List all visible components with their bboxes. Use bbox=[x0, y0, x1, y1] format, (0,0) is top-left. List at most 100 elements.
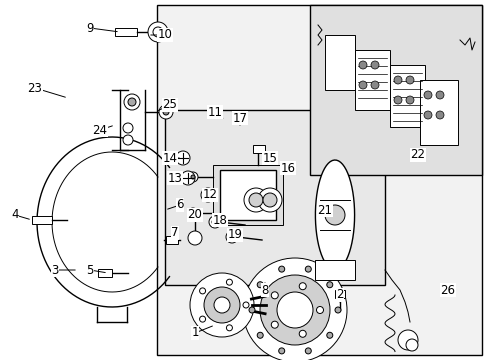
Text: 17: 17 bbox=[232, 112, 247, 125]
Bar bbox=[389, 65, 424, 127]
Text: 8: 8 bbox=[261, 284, 268, 297]
Circle shape bbox=[212, 219, 218, 225]
Text: 15: 15 bbox=[262, 152, 277, 165]
Circle shape bbox=[423, 111, 431, 119]
Circle shape bbox=[203, 287, 240, 323]
Text: 7: 7 bbox=[171, 226, 179, 239]
Text: 11: 11 bbox=[207, 105, 222, 118]
Circle shape bbox=[148, 22, 168, 42]
Circle shape bbox=[305, 266, 311, 272]
Circle shape bbox=[271, 321, 278, 328]
Circle shape bbox=[228, 234, 235, 240]
Text: 13: 13 bbox=[167, 171, 182, 184]
Circle shape bbox=[226, 279, 232, 285]
Circle shape bbox=[334, 307, 340, 313]
Bar bbox=[419, 80, 457, 145]
Bar bbox=[325, 35, 354, 90]
Circle shape bbox=[190, 273, 253, 337]
Circle shape bbox=[358, 81, 366, 89]
Text: 21: 21 bbox=[317, 203, 332, 216]
Bar bbox=[354, 50, 389, 110]
Circle shape bbox=[393, 96, 401, 104]
Circle shape bbox=[225, 231, 238, 243]
Circle shape bbox=[326, 282, 332, 288]
Circle shape bbox=[405, 76, 413, 84]
Text: 18: 18 bbox=[212, 213, 227, 226]
Text: 14: 14 bbox=[162, 152, 177, 165]
Circle shape bbox=[326, 332, 332, 338]
Circle shape bbox=[299, 330, 305, 337]
Text: 6: 6 bbox=[176, 198, 183, 211]
Circle shape bbox=[405, 339, 417, 351]
Circle shape bbox=[191, 175, 195, 179]
Circle shape bbox=[248, 193, 263, 207]
Bar bbox=[165, 236, 178, 244]
Circle shape bbox=[393, 76, 401, 84]
Bar bbox=[220, 170, 275, 220]
Circle shape bbox=[187, 208, 198, 218]
Bar bbox=[252, 145, 264, 153]
Bar bbox=[164, 110, 384, 285]
Text: 23: 23 bbox=[27, 81, 42, 94]
Circle shape bbox=[258, 188, 282, 212]
Circle shape bbox=[435, 91, 443, 99]
Circle shape bbox=[199, 288, 205, 294]
Circle shape bbox=[181, 171, 195, 185]
Polygon shape bbox=[315, 160, 354, 270]
Circle shape bbox=[278, 348, 284, 354]
Circle shape bbox=[187, 172, 198, 182]
Bar bbox=[314, 260, 354, 280]
Text: 10: 10 bbox=[157, 28, 172, 41]
Text: 26: 26 bbox=[440, 284, 454, 297]
Circle shape bbox=[325, 205, 345, 225]
Circle shape bbox=[370, 61, 378, 69]
Circle shape bbox=[176, 151, 190, 165]
Bar bbox=[98, 269, 112, 277]
Circle shape bbox=[278, 266, 284, 272]
Circle shape bbox=[159, 105, 173, 119]
Circle shape bbox=[243, 302, 248, 308]
Circle shape bbox=[226, 325, 232, 331]
Circle shape bbox=[257, 282, 263, 288]
Text: 2: 2 bbox=[336, 288, 343, 302]
Circle shape bbox=[276, 292, 312, 328]
Circle shape bbox=[163, 109, 169, 115]
Circle shape bbox=[271, 292, 278, 299]
Text: 16: 16 bbox=[280, 162, 295, 175]
Text: 3: 3 bbox=[51, 264, 59, 276]
Circle shape bbox=[187, 231, 202, 245]
Circle shape bbox=[435, 111, 443, 119]
Circle shape bbox=[423, 91, 431, 99]
Text: 19: 19 bbox=[227, 229, 242, 242]
Text: 9: 9 bbox=[86, 22, 94, 35]
Bar bbox=[334, 290, 345, 298]
Circle shape bbox=[370, 81, 378, 89]
Circle shape bbox=[199, 316, 205, 322]
Text: 1: 1 bbox=[191, 327, 198, 339]
Circle shape bbox=[243, 258, 346, 360]
Circle shape bbox=[214, 297, 229, 313]
Text: 12: 12 bbox=[202, 189, 217, 202]
Circle shape bbox=[208, 216, 221, 228]
Circle shape bbox=[244, 188, 267, 212]
Bar bbox=[32, 216, 52, 224]
Circle shape bbox=[260, 275, 329, 345]
Text: 20: 20 bbox=[187, 208, 202, 221]
Bar bbox=[115, 28, 137, 36]
Circle shape bbox=[123, 135, 133, 145]
Bar bbox=[309, 5, 481, 175]
Bar bbox=[213, 165, 283, 225]
Text: 5: 5 bbox=[86, 264, 94, 276]
Circle shape bbox=[153, 27, 163, 37]
Circle shape bbox=[305, 348, 311, 354]
Text: 4: 4 bbox=[11, 208, 19, 221]
Text: 22: 22 bbox=[409, 148, 425, 162]
Circle shape bbox=[128, 98, 136, 106]
Circle shape bbox=[257, 332, 263, 338]
Circle shape bbox=[191, 211, 195, 215]
Circle shape bbox=[263, 193, 276, 207]
Circle shape bbox=[201, 188, 215, 202]
Text: 25: 25 bbox=[162, 99, 177, 112]
Text: 24: 24 bbox=[92, 123, 107, 136]
Circle shape bbox=[397, 330, 417, 350]
